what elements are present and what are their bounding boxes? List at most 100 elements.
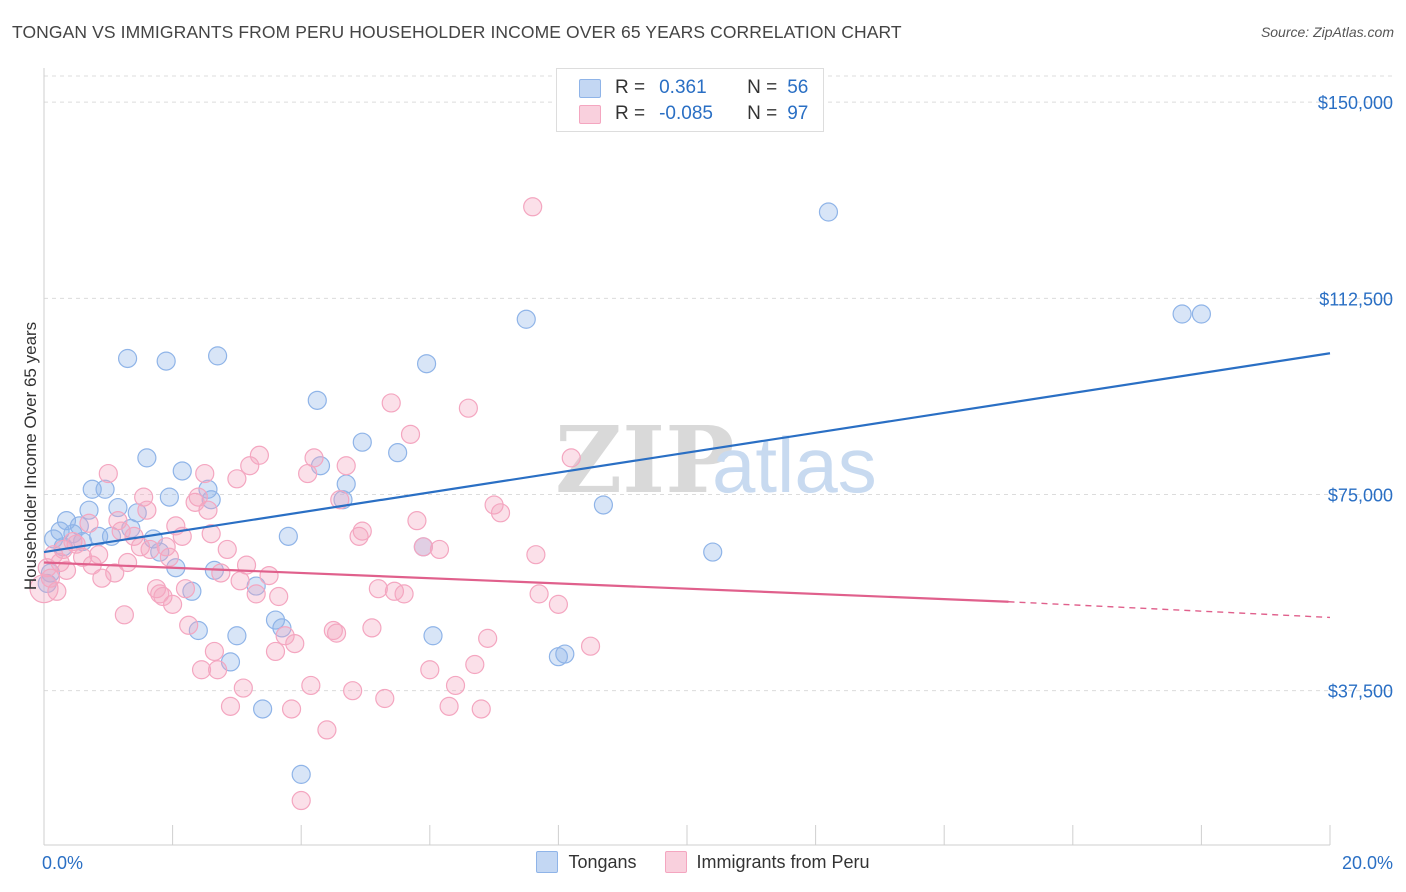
point-peru bbox=[343, 681, 363, 701]
y-tick-label: $75,000 bbox=[1328, 486, 1393, 506]
point-peru bbox=[429, 539, 450, 560]
point-peru bbox=[375, 688, 395, 709]
legend-label-peru: Immigrants from Peru bbox=[696, 851, 870, 872]
point-tongans bbox=[156, 351, 176, 371]
point-tongans bbox=[416, 354, 437, 374]
legend-n-label: N = bbox=[747, 103, 778, 124]
trend-line-peru-extrapolated bbox=[1008, 601, 1331, 619]
legend-item-tongans[interactable]: Tongans bbox=[536, 851, 637, 873]
point-tongans bbox=[1191, 304, 1212, 324]
point-tongans bbox=[307, 390, 327, 410]
point-tongans bbox=[703, 542, 723, 562]
point-tongans bbox=[117, 348, 138, 369]
legend-r-label: R = bbox=[615, 103, 646, 124]
point-peru bbox=[269, 586, 289, 607]
point-peru bbox=[291, 790, 311, 811]
point-peru bbox=[98, 463, 118, 484]
point-tongans bbox=[227, 626, 247, 646]
point-tongans bbox=[198, 479, 218, 499]
point-peru bbox=[265, 641, 286, 662]
point-peru bbox=[188, 487, 208, 507]
point-peru bbox=[137, 500, 157, 520]
legend-n-label: N = bbox=[747, 77, 778, 98]
point-peru bbox=[580, 636, 601, 656]
chart-title: TONGAN VS IMMIGRANTS FROM PERU HOUSEHOLD… bbox=[12, 22, 902, 42]
point-peru bbox=[159, 547, 179, 567]
point-peru bbox=[281, 699, 302, 719]
point-peru bbox=[407, 511, 427, 531]
legend-r-value: -0.085 bbox=[659, 103, 713, 124]
point-peru bbox=[191, 660, 212, 680]
point-peru bbox=[529, 584, 549, 604]
point-peru bbox=[400, 424, 421, 444]
point-peru bbox=[156, 537, 176, 557]
point-peru bbox=[217, 539, 237, 560]
point-peru bbox=[79, 513, 99, 533]
point-peru bbox=[323, 620, 343, 641]
point-peru bbox=[368, 579, 388, 599]
point-tongans bbox=[108, 497, 128, 518]
point-peru bbox=[92, 568, 112, 588]
point-peru bbox=[259, 565, 279, 586]
point-peru bbox=[114, 605, 134, 625]
point-peru bbox=[420, 660, 440, 680]
point-tongans bbox=[63, 524, 83, 544]
chart-source: Source: ZipAtlas.com bbox=[1260, 24, 1394, 40]
watermark-atlas: atlas bbox=[712, 421, 877, 509]
series-legend: Tongans Immigrants from Peru bbox=[0, 851, 1406, 873]
point-peru bbox=[204, 641, 224, 662]
point-peru bbox=[105, 563, 125, 583]
point-peru bbox=[56, 560, 77, 580]
legend-n-value: 97 bbox=[787, 103, 809, 124]
gridlines bbox=[44, 75, 1395, 692]
point-tongans bbox=[159, 487, 179, 507]
point-tongans bbox=[137, 448, 157, 468]
point-peru bbox=[330, 490, 350, 510]
y-tick-label: $112,500 bbox=[1319, 289, 1393, 309]
watermark: ZIP atlas bbox=[555, 406, 877, 514]
point-peru bbox=[249, 445, 270, 465]
point-peru bbox=[336, 456, 356, 476]
point-peru bbox=[439, 696, 459, 716]
point-peru bbox=[362, 618, 382, 638]
point-tongans bbox=[1172, 304, 1192, 324]
point-peru bbox=[220, 696, 241, 716]
point-peru bbox=[108, 511, 128, 531]
axes bbox=[43, 68, 1331, 846]
point-tongans bbox=[593, 495, 614, 515]
point-peru bbox=[153, 586, 173, 607]
point-peru bbox=[201, 524, 221, 544]
point-peru bbox=[29, 574, 59, 604]
legend-r-label: R = bbox=[615, 77, 646, 98]
point-peru bbox=[301, 675, 321, 696]
point-peru bbox=[275, 626, 295, 646]
point-peru bbox=[317, 720, 337, 740]
point-peru bbox=[471, 699, 491, 719]
tick-labels: $37,500 $75,000 $112,500 $150,000 0.0% 20.0% bbox=[42, 93, 1393, 873]
legend-n-value: 56 bbox=[787, 77, 809, 98]
point-peru bbox=[394, 584, 414, 604]
point-peru bbox=[349, 526, 369, 546]
point-peru bbox=[227, 469, 247, 489]
point-peru bbox=[89, 545, 109, 565]
point-peru bbox=[179, 615, 199, 635]
point-tongans bbox=[352, 432, 372, 452]
point-peru bbox=[484, 495, 504, 515]
point-tongans bbox=[188, 620, 208, 641]
point-tongans bbox=[79, 500, 99, 520]
trend-line-tongans bbox=[43, 352, 1331, 554]
point-peru bbox=[561, 448, 581, 468]
legend-row-peru: R = -0.085 N = 97 bbox=[579, 102, 808, 126]
y-axis-label: Householder Income Over 65 years bbox=[21, 322, 40, 590]
point-peru bbox=[195, 463, 215, 484]
point-peru bbox=[72, 547, 93, 567]
point-peru bbox=[211, 563, 231, 583]
point-peru bbox=[465, 654, 485, 675]
point-peru bbox=[381, 393, 401, 413]
point-tongans bbox=[253, 699, 273, 719]
correlation-legend: R = 0.361 N = 56 R = -0.085 N = 97 bbox=[556, 68, 824, 132]
point-peru bbox=[526, 545, 546, 565]
legend-item-peru[interactable]: Immigrants from Peru bbox=[664, 851, 870, 873]
trend-line-peru bbox=[43, 561, 1009, 603]
point-peru bbox=[163, 594, 183, 614]
